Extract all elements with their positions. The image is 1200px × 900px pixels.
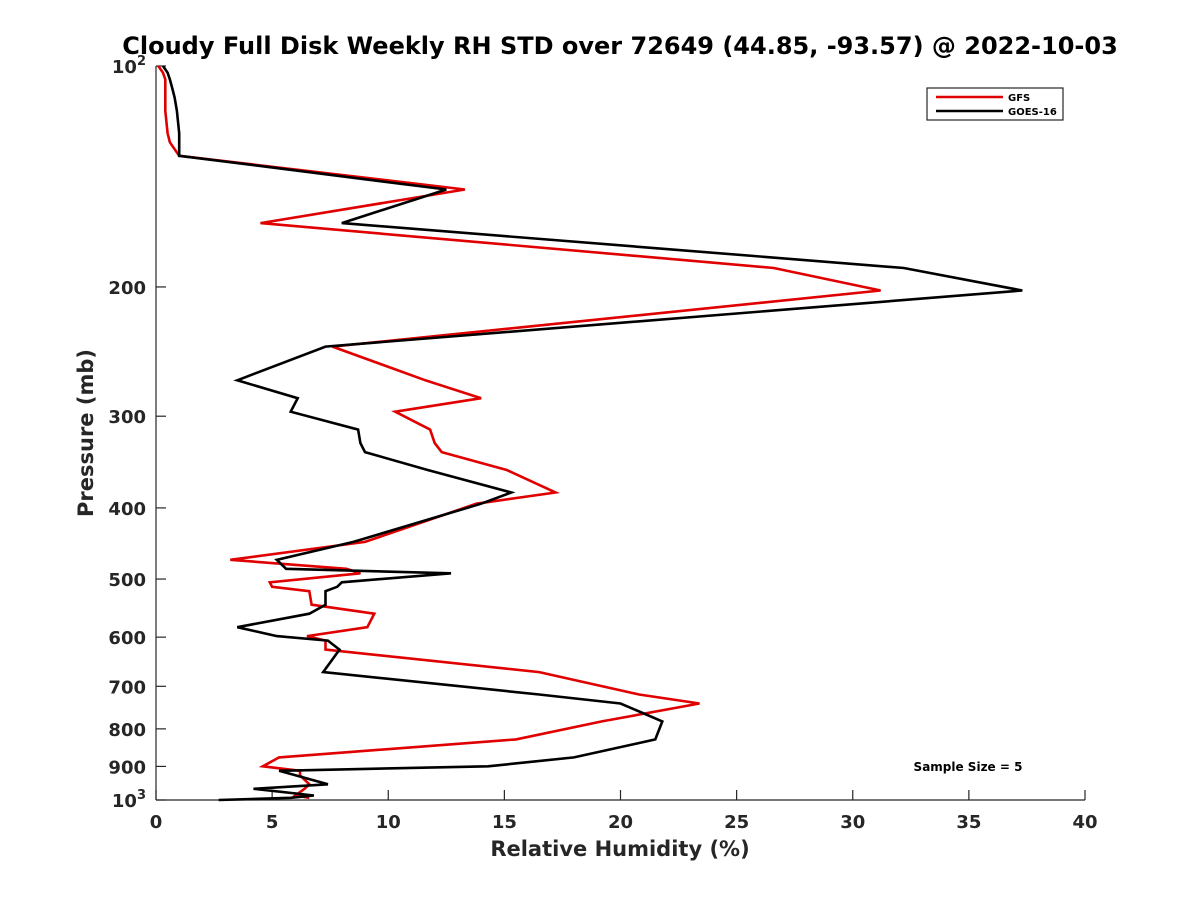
y-tick-label: 200 [108, 278, 146, 299]
y-tick-label: 900 [108, 757, 146, 778]
x-tick-label: 35 [956, 812, 981, 833]
series-line-goes-16 [161, 65, 1023, 802]
x-tick-label: 40 [1072, 812, 1097, 833]
y-tick-label: 103 [112, 788, 146, 812]
chart-title: Cloudy Full Disk Weekly RH STD over 7264… [122, 32, 1118, 60]
x-tick-label: 15 [492, 812, 517, 833]
x-tick-label: 10 [376, 812, 401, 833]
legend-label: GFS [1008, 93, 1030, 104]
y-axis-label: Pressure (mb) [74, 349, 98, 517]
x-tick-label: 25 [724, 812, 749, 833]
y-axis-ticks: 102 200 300 400 500 600 700 800 900 103 [108, 54, 166, 812]
y-tick-label: 400 [108, 499, 146, 520]
x-axis-label: Relative Humidity (%) [490, 837, 749, 861]
x-tick-label: 30 [840, 812, 865, 833]
series-line-gfs [157, 65, 881, 800]
x-axis-ticks: 0 5 10 15 20 25 30 35 40 [150, 790, 1098, 833]
x-tick-label: 5 [266, 812, 279, 833]
y-tick-label: 600 [108, 628, 146, 649]
series-layer [157, 65, 1023, 802]
y-tick-label: 300 [108, 407, 146, 428]
y-tick-label: 800 [108, 720, 146, 741]
legend-box [926, 87, 1064, 121]
y-tick-label: 700 [108, 677, 146, 698]
y-tick-label: 102 [112, 54, 146, 78]
y-tick-label: 500 [108, 570, 146, 591]
x-tick-label: 0 [150, 812, 163, 833]
x-tick-label: 20 [608, 812, 633, 833]
legend-label: GOES-16 [1008, 107, 1057, 118]
sample-size-annotation: Sample Size = 5 [914, 760, 1023, 774]
legend: GFS GOES-16 [926, 87, 1064, 121]
